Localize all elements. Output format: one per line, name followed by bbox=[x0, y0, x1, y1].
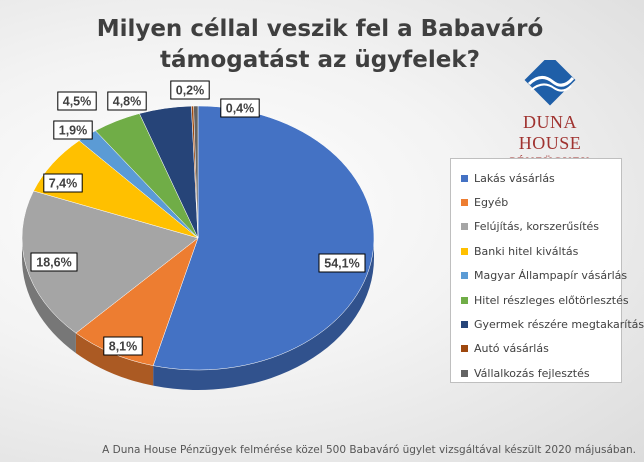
company-logo: DUNA HOUSE PÉNZÜGYEK bbox=[495, 60, 605, 169]
data-label-box bbox=[43, 173, 83, 193]
pie-slice-9 bbox=[193, 105, 199, 239]
legend-swatch bbox=[461, 247, 468, 255]
data-label-box bbox=[103, 336, 143, 356]
legend-swatch bbox=[461, 321, 468, 329]
data-label-box bbox=[30, 252, 78, 272]
data-label-box bbox=[220, 98, 260, 118]
legend-label: Autó vásárlás bbox=[474, 342, 549, 356]
data-label-2: 8,1% bbox=[103, 336, 143, 356]
data-label-6: 4,5% bbox=[57, 91, 97, 111]
legend-swatch bbox=[461, 345, 468, 353]
legend-swatch bbox=[461, 296, 468, 304]
legend-item: Autó vásárlás bbox=[461, 337, 621, 361]
data-label-text: 54,1% bbox=[324, 257, 359, 271]
pie-side-1 bbox=[153, 238, 374, 390]
legend-item: Magyar Állampapír vásárlás bbox=[461, 264, 627, 288]
data-label-8: 0,2% bbox=[170, 80, 210, 100]
legend-label: Felújítás, korszerűsítés bbox=[474, 220, 600, 234]
data-label-text: 1,9% bbox=[59, 124, 88, 138]
legend-label: Vállalkozás fejlesztés bbox=[474, 366, 590, 380]
data-label-box bbox=[107, 91, 147, 111]
chart-title: Milyen céllal veszik fel a Babaváró támo… bbox=[96, 16, 544, 73]
legend-swatch bbox=[461, 272, 468, 280]
data-label-4: 7,4% bbox=[43, 173, 83, 193]
data-label-box bbox=[57, 91, 97, 111]
legend-item: Egyéb bbox=[461, 190, 621, 214]
legend-item: Vállalkozás fejlesztés bbox=[461, 361, 621, 385]
data-label-text: 4,5% bbox=[63, 95, 92, 109]
pie-slice-1 bbox=[152, 105, 375, 371]
data-label-text: 0,2% bbox=[176, 84, 205, 98]
legend-swatch bbox=[461, 223, 468, 231]
legend-label: Magyar Állampapír vásárlás bbox=[474, 269, 628, 283]
data-label-text: 0,4% bbox=[226, 102, 255, 116]
legend-label: Egyéb bbox=[474, 196, 509, 210]
data-label-text: 18,6% bbox=[36, 256, 71, 270]
legend-label: Hitel részleges előtörlesztés bbox=[474, 293, 629, 307]
pie-side-3 bbox=[22, 238, 76, 354]
legend-item: Gyermek részére megtakarítás bbox=[461, 312, 644, 336]
legend-label: Lakás vásárlás bbox=[474, 171, 555, 185]
legend-item: Banki hitel kiváltás bbox=[461, 239, 621, 263]
legend-swatch bbox=[461, 199, 468, 207]
legend-label: Gyermek részére megtakarítás bbox=[474, 318, 644, 332]
legend-item: Felújítás, korszerűsítés bbox=[461, 215, 621, 239]
data-label-text: 4,8% bbox=[113, 95, 142, 109]
data-label-5: 1,9% bbox=[53, 120, 93, 140]
logo-name: DUNA HOUSE bbox=[518, 112, 582, 153]
data-label-box bbox=[318, 253, 366, 273]
pie-side-2 bbox=[75, 333, 154, 386]
data-label-text: 7,4% bbox=[49, 177, 78, 191]
legend-item: Lakás vásárlás bbox=[461, 166, 621, 190]
data-label-text: 8,1% bbox=[109, 340, 138, 354]
data-label-3: 18,6% bbox=[30, 252, 78, 272]
legend-swatch bbox=[461, 174, 468, 182]
pie-slice-3 bbox=[21, 190, 199, 334]
data-label-7: 4,8% bbox=[107, 91, 147, 111]
data-label-9: 0,4% bbox=[220, 98, 260, 118]
chart-legend: Lakás vásárlás Egyéb Felújítás, korszerűsí… bbox=[450, 158, 644, 385]
legend-item: Hitel részleges előtörlesztés bbox=[461, 288, 629, 312]
footnote: A Duna House Pénzügyek felmérése közel 5… bbox=[102, 444, 636, 456]
data-label-box bbox=[170, 80, 210, 100]
data-label-box bbox=[53, 120, 93, 140]
legend-label: Banki hitel kiváltás bbox=[474, 244, 579, 258]
legend-swatch bbox=[461, 369, 468, 377]
data-label-1: 54,1% bbox=[318, 253, 366, 273]
duna-house-wave-logo bbox=[524, 60, 576, 106]
